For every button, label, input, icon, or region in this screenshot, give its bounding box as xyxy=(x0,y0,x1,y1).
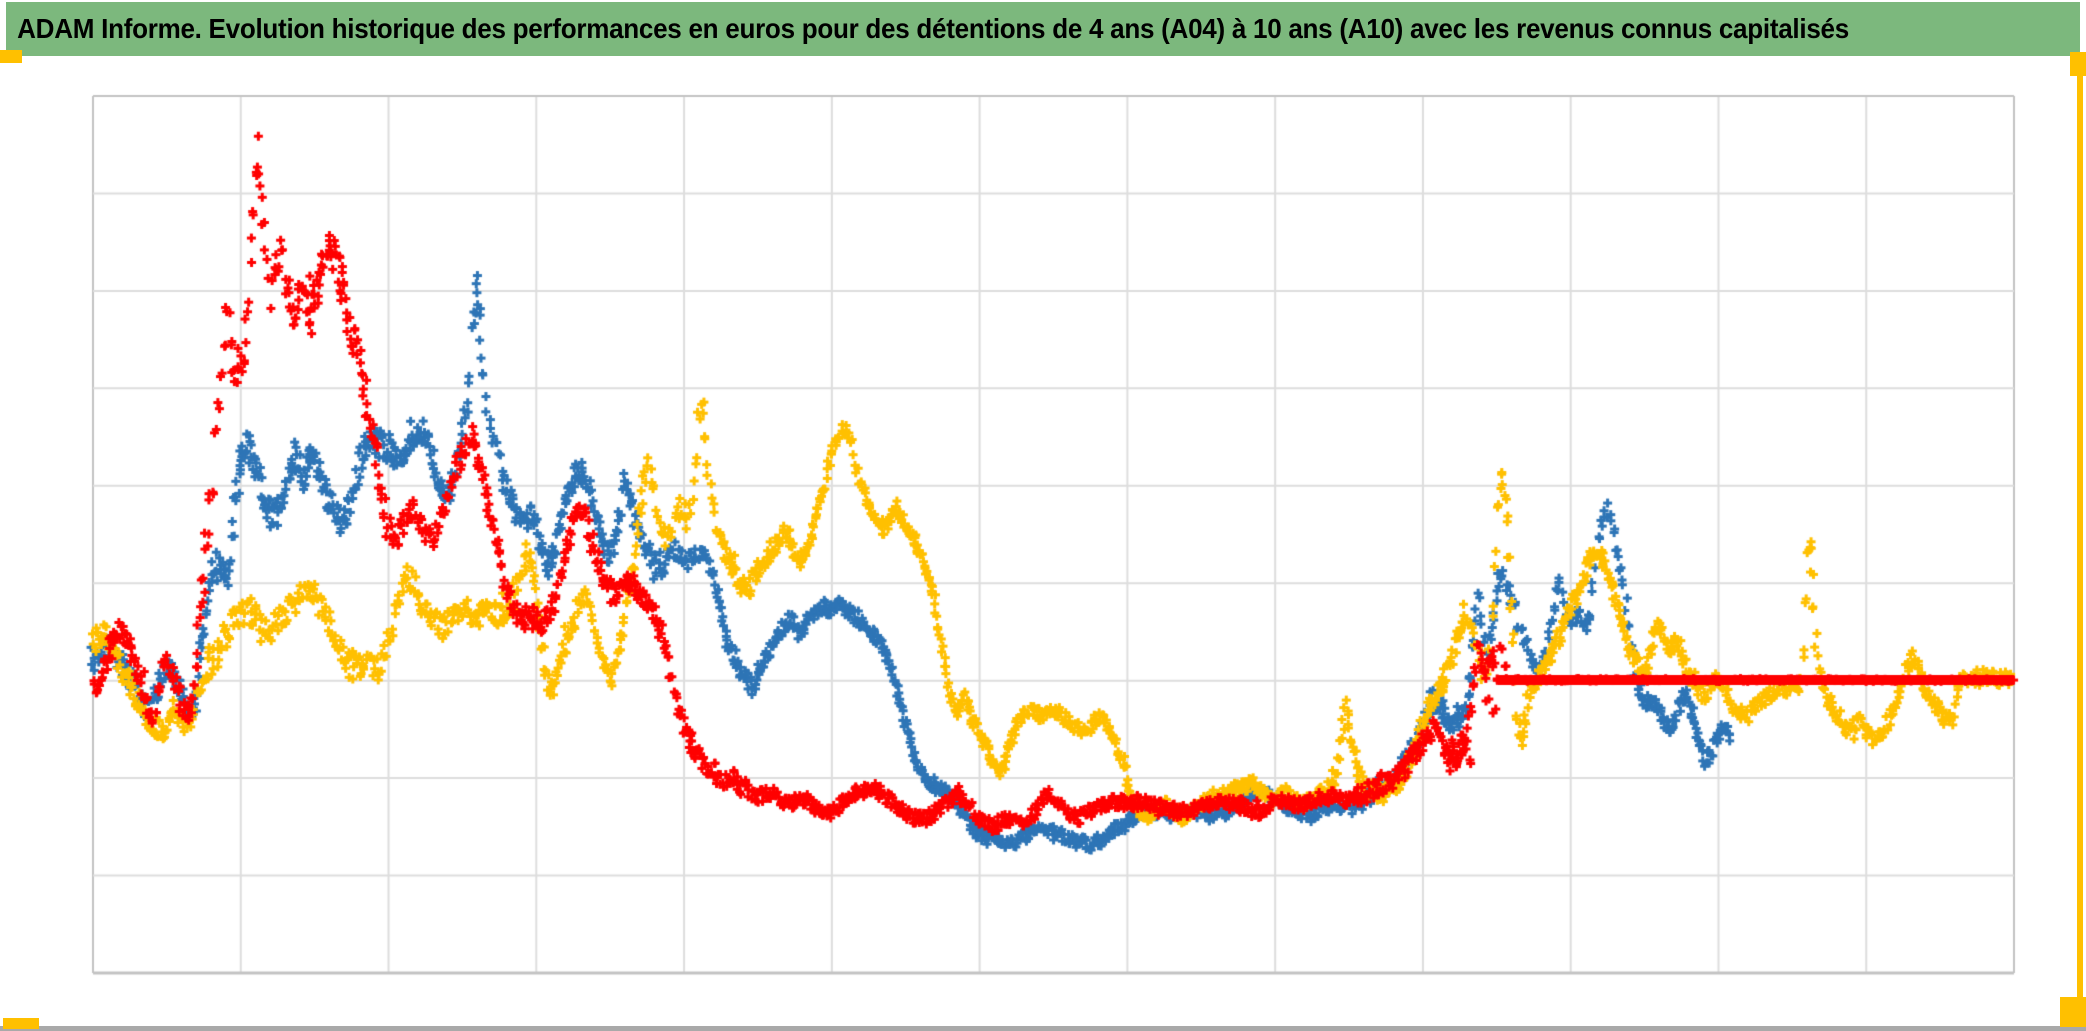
chart-title-bar: ADAM Informe. Evolution historique des p… xyxy=(6,2,2080,56)
accent-right-strip xyxy=(2077,57,2083,997)
window-bottom-strip xyxy=(0,1026,2086,1031)
accent-bottom-right xyxy=(2060,997,2086,1027)
chart-title: ADAM Informe. Evolution historique des p… xyxy=(17,13,1849,44)
accent-top-left xyxy=(0,50,22,63)
accent-bottom-left xyxy=(3,1018,39,1029)
